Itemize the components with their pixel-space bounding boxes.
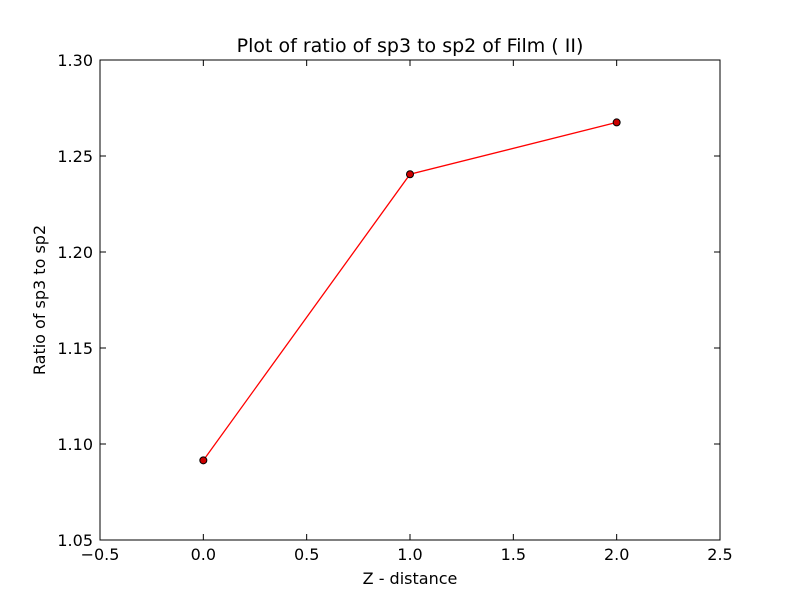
- data-point-marker: [612, 118, 621, 127]
- y-tick-label: 1.25: [57, 147, 93, 166]
- x-tick-label: 1.5: [501, 545, 526, 564]
- data-point-marker: [199, 456, 208, 465]
- y-axis-ticks: 1.05 1.10 1.15 1.20 1.25 1.30: [57, 51, 720, 550]
- data-point-marker: [406, 170, 414, 179]
- y-tick-label: 1.10: [57, 435, 93, 454]
- y-tick-label: 1.30: [57, 51, 93, 70]
- x-tick-label: 2.0: [604, 545, 629, 564]
- y-tick-label: 1.05: [57, 531, 93, 550]
- x-axis-title: Z - distance: [363, 569, 458, 588]
- chart-title: Plot of ratio of sp3 to sp2 of Film ( II…: [237, 35, 584, 57]
- y-tick-label: 1.15: [57, 339, 93, 358]
- x-tick-label: 1.0: [397, 545, 422, 564]
- series-layer: [199, 118, 621, 465]
- x-tick-label: 0.0: [191, 545, 216, 564]
- plot-frame: [99, 59, 721, 541]
- y-tick-label: 1.20: [57, 243, 93, 262]
- x-tick-label: 0.5: [294, 545, 319, 564]
- x-tick-label: −0.5: [81, 545, 120, 564]
- x-tick-label: 2.5: [707, 545, 732, 564]
- y-axis-title: Ratio of sp3 to sp2: [30, 225, 49, 375]
